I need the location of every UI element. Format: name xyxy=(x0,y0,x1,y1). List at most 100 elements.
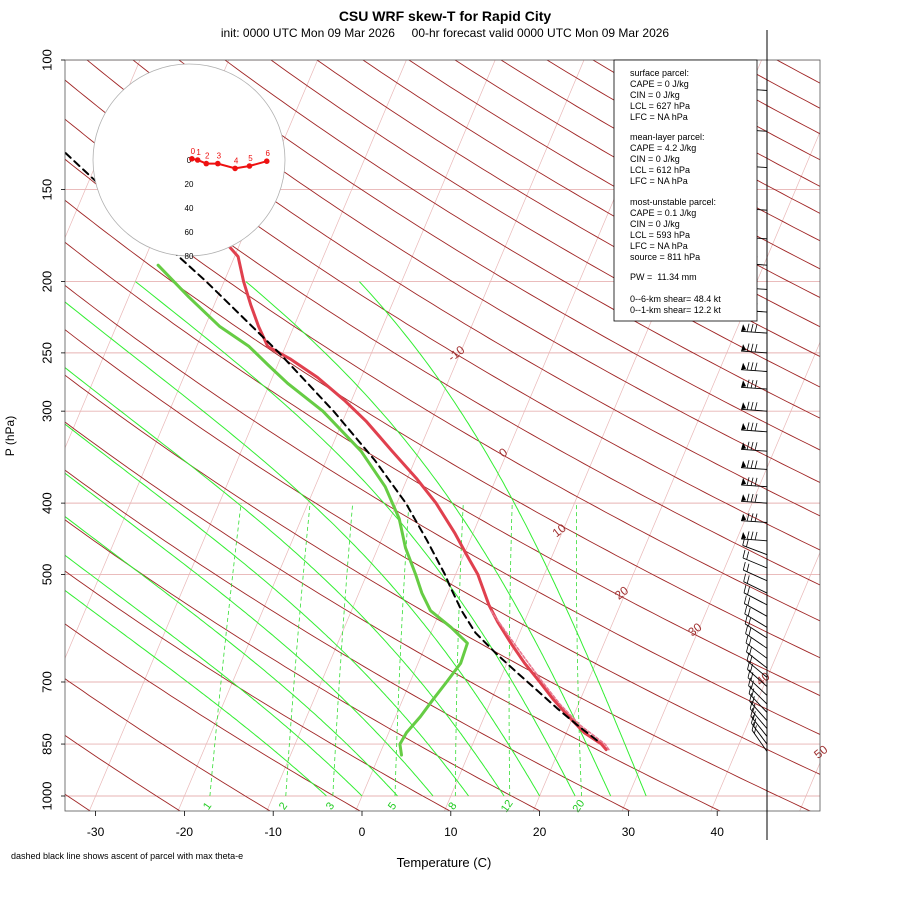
wind-barb-feather xyxy=(746,513,750,522)
surface-lcl: LCL = 627 hPa xyxy=(630,101,690,111)
wind-barb-feather xyxy=(746,493,750,502)
temperature-tick-label: 10 xyxy=(444,825,458,839)
wind-barb-flag xyxy=(741,513,747,521)
wind-barb-feather xyxy=(754,422,758,432)
plot-frame xyxy=(64,59,821,812)
wind-barb-feather xyxy=(743,573,747,582)
wind-barb-feather xyxy=(750,663,753,673)
wind-barb-staff xyxy=(741,386,768,390)
hodograph-point xyxy=(203,160,210,167)
wind-barb-staff xyxy=(748,685,768,705)
mixing-ratio-label: 12 xyxy=(499,798,516,815)
wind-barb-staff xyxy=(751,722,768,745)
wind-barb-feather xyxy=(750,422,754,431)
mixing-ratio-label: 2 xyxy=(277,800,290,812)
shear-0-1km: 0--1-km shear= 12.2 kt xyxy=(630,305,721,315)
most-unstable-lfc: LFC = NA hPa xyxy=(630,241,688,251)
moist-adiabat xyxy=(65,472,434,797)
hodograph-point xyxy=(215,160,221,167)
wind-barb-flag xyxy=(741,324,747,332)
hodograph-point xyxy=(194,157,201,163)
most-unstable-lcl: LCL = 593 hPa xyxy=(630,230,690,240)
wind-barb-feather xyxy=(746,551,750,560)
wind-barb-staff xyxy=(750,715,768,737)
wind-barb-staff xyxy=(745,633,768,649)
wind-barb-feather xyxy=(754,513,758,522)
wind-barb-staff xyxy=(741,330,768,334)
hodograph-ring-label: 60 xyxy=(185,228,194,237)
isotherm-line xyxy=(799,761,820,811)
wind-barb-feather xyxy=(746,459,750,469)
hodograph-point-label: 1 xyxy=(196,148,201,157)
wind-barb-feather xyxy=(746,379,750,388)
dry-adiabat xyxy=(801,48,900,811)
wind-barb-flag xyxy=(741,402,747,410)
wind-barb-feather xyxy=(743,595,747,604)
dry-adiabat xyxy=(65,469,632,811)
wind-barb-feather xyxy=(750,707,754,717)
dry-adiabat xyxy=(592,60,820,187)
wind-barb-feather xyxy=(750,531,754,540)
wind-barb-staff xyxy=(741,448,768,452)
wind-barb-feather xyxy=(750,493,754,503)
wind-barb-feather xyxy=(746,323,750,332)
moist-adiabat xyxy=(65,516,398,797)
moist-adiabat xyxy=(245,281,612,797)
wind-barb-feather xyxy=(746,441,750,450)
temperature-tick-label: 20 xyxy=(533,825,547,839)
pressure-tick-label: 850 xyxy=(39,733,54,755)
mixing-ratio-line xyxy=(394,503,410,797)
dry-adiabat xyxy=(270,60,820,388)
wind-barb-staff xyxy=(747,677,768,696)
moist-adiabat xyxy=(65,554,363,797)
isotherm-line xyxy=(621,341,820,811)
wind-barb-feather xyxy=(752,703,756,712)
moist-adiabat xyxy=(65,366,505,797)
temperature-tick-label: 30 xyxy=(622,825,636,839)
mixing-ratio-line xyxy=(454,503,464,797)
wind-barb-feather xyxy=(742,537,746,546)
mixing-ratio-line xyxy=(508,503,513,797)
isobar-lines xyxy=(65,60,820,797)
wind-barb-staff xyxy=(741,369,768,372)
wind-barb-staff xyxy=(749,708,768,729)
wind-barb-feather xyxy=(747,597,751,606)
pressure-tick-label: 250 xyxy=(39,342,54,364)
dry-adiabat xyxy=(775,60,820,84)
wind-barb-feather xyxy=(749,655,753,664)
most-unstable-source: source = 811 hPa xyxy=(630,252,700,262)
surface-parcel-header: surface parcel: xyxy=(630,68,689,78)
wind-barb-feather xyxy=(746,575,750,584)
wind-barb-feather xyxy=(752,711,756,720)
isotherm-line xyxy=(65,60,141,239)
precipitable-water: PW = 11.34 mm xyxy=(630,272,697,282)
wind-barb-staff xyxy=(741,484,768,488)
wind-barb-feather xyxy=(754,477,758,486)
pressure-tick-label: 300 xyxy=(39,400,54,422)
wind-barb-feather xyxy=(750,460,754,469)
wind-barb-feather xyxy=(754,362,758,371)
mixing-ratio-label: 5 xyxy=(386,800,399,812)
wind-barb-feather xyxy=(751,722,755,731)
moist-adiabat xyxy=(65,589,327,797)
shear-0-6km: 0--6-km shear= 48.4 kt xyxy=(630,294,721,304)
wind-barb-feather xyxy=(742,561,746,571)
wind-barb-staff xyxy=(748,693,768,713)
mixing-ratio-label: 3 xyxy=(324,800,337,812)
wind-barb-staff xyxy=(749,700,768,721)
wind-barb-feather xyxy=(746,477,750,486)
pressure-tick-label: 700 xyxy=(39,671,54,693)
wind-barb-flag xyxy=(741,442,747,450)
wind-barb-feather xyxy=(750,672,754,681)
wind-barb-staff xyxy=(741,408,768,412)
isotherm-line xyxy=(710,551,820,811)
pressure-tick-label: 100 xyxy=(39,49,54,71)
isotherm-lines xyxy=(65,60,820,811)
wind-barb-staff xyxy=(744,623,768,639)
dry-adiabat xyxy=(892,48,900,811)
wind-barb-feather xyxy=(754,343,758,353)
wind-barb-feather xyxy=(754,380,758,389)
hodograph: 0 20 40 60 80 0 1 2 3 4 5 6 xyxy=(92,63,286,261)
isotherm-label: -10 xyxy=(445,342,468,364)
